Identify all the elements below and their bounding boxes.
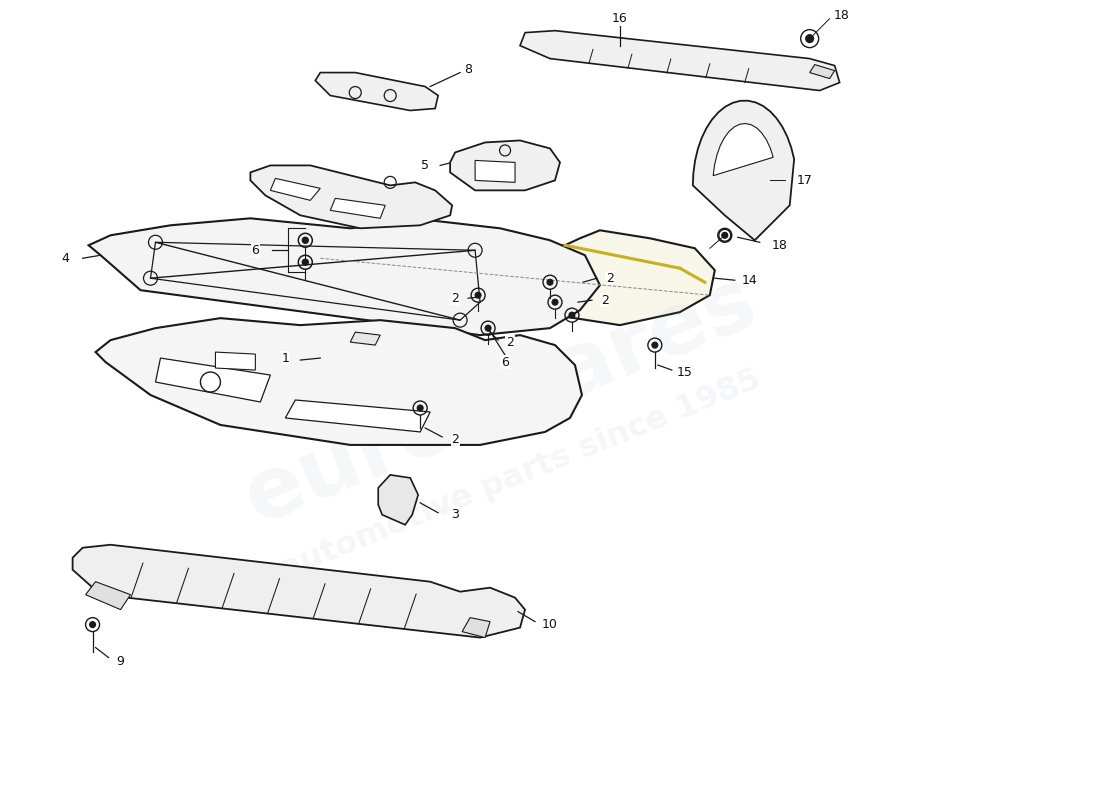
Polygon shape [216,352,255,370]
Circle shape [723,233,727,238]
Polygon shape [520,30,839,90]
Text: 2: 2 [601,294,609,306]
Polygon shape [316,73,438,110]
Text: 17: 17 [796,174,813,187]
Polygon shape [330,198,385,218]
Polygon shape [285,400,430,432]
Circle shape [547,279,553,285]
Text: 16: 16 [612,12,628,25]
Text: 6: 6 [502,355,509,369]
Text: 8: 8 [464,63,472,76]
Polygon shape [810,65,835,78]
Polygon shape [713,123,773,176]
Circle shape [302,259,308,266]
Text: 1: 1 [282,351,289,365]
Polygon shape [462,618,491,638]
Polygon shape [89,218,600,335]
Circle shape [302,238,308,243]
Polygon shape [378,475,418,525]
Text: 6: 6 [252,244,260,257]
Polygon shape [450,141,560,190]
Polygon shape [271,178,320,200]
Text: 2: 2 [451,292,459,305]
Text: 4: 4 [62,252,69,265]
Polygon shape [96,318,582,445]
Circle shape [569,312,575,318]
Circle shape [89,622,96,628]
Text: 5: 5 [421,159,429,172]
Polygon shape [475,161,515,182]
Text: 10: 10 [542,618,558,631]
Polygon shape [86,582,131,610]
Polygon shape [251,166,452,228]
Text: 2: 2 [451,434,459,446]
Circle shape [552,299,558,305]
Text: 14: 14 [741,274,758,286]
Circle shape [722,232,728,238]
Circle shape [475,292,481,298]
Circle shape [652,342,658,348]
Circle shape [417,405,424,411]
Text: automotive parts since 1985: automotive parts since 1985 [275,364,766,586]
Text: 9: 9 [117,655,124,668]
Polygon shape [155,358,271,402]
Polygon shape [73,545,525,638]
Circle shape [485,325,491,331]
Polygon shape [320,230,715,325]
Polygon shape [693,101,794,240]
Text: eurospares: eurospares [232,259,768,541]
Text: 2: 2 [506,336,514,349]
Text: 2: 2 [606,272,614,285]
Text: 3: 3 [451,508,459,522]
Text: 18: 18 [772,238,788,252]
Polygon shape [350,332,381,345]
Circle shape [805,34,814,42]
Text: 15: 15 [676,366,693,378]
Text: 18: 18 [834,9,849,22]
